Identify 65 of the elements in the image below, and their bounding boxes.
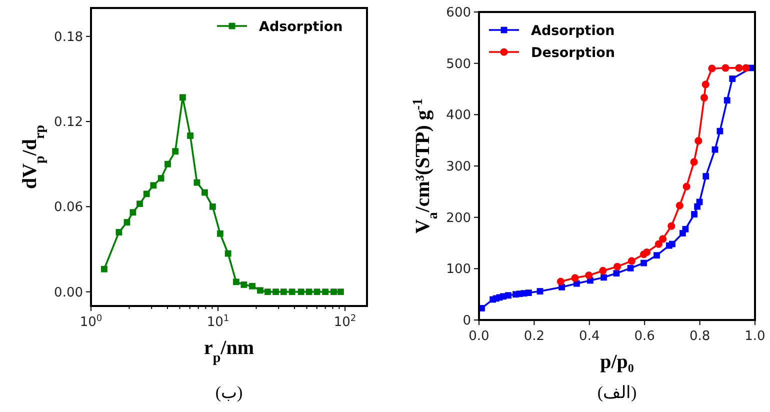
point [702, 173, 710, 180]
point [700, 94, 708, 102]
x-tick-label: 0.2 [524, 329, 545, 344]
text: (ب) [215, 383, 243, 402]
point [654, 240, 662, 248]
point [669, 240, 676, 248]
point [702, 80, 710, 88]
y-tick-label: 0.00 [54, 285, 83, 300]
legend-label: Desorption [531, 45, 615, 61]
x-tick-label: 0.4 [579, 329, 600, 344]
legend-label: Adsorption [531, 23, 615, 39]
point [722, 64, 730, 72]
point [716, 128, 724, 134]
point [742, 64, 750, 72]
point [640, 260, 647, 266]
point [574, 280, 580, 287]
x-tick-label: 0.8 [689, 329, 710, 344]
y-tick-label: 200 [446, 210, 471, 226]
point [505, 292, 512, 299]
point [613, 262, 622, 270]
point [676, 202, 684, 210]
y-tick-label: 100 [446, 262, 471, 278]
point [691, 211, 698, 218]
y-tick-label: 0.18 [54, 30, 83, 45]
y-tick-label: 0.06 [54, 200, 83, 216]
point [627, 264, 634, 272]
point [690, 158, 698, 166]
point [682, 226, 689, 232]
y-tick-label: 400 [446, 108, 471, 124]
point [668, 222, 676, 230]
point [600, 274, 607, 281]
legend-label: Adsorption [259, 19, 343, 35]
point [536, 288, 544, 294]
y-tick-label: 300 [446, 160, 471, 174]
point [643, 248, 651, 256]
x-tick-label: 0.6 [634, 329, 655, 344]
text: (الف) [597, 383, 637, 402]
y-tick-label: 0 [462, 314, 471, 328]
x-tick-label: 1.0 [744, 329, 766, 344]
point [599, 266, 607, 275]
x-tick-label: 0.0 [468, 329, 490, 344]
point [654, 252, 660, 259]
x-axis-title: r$_{p}$/nm [204, 337, 254, 366]
y-tick-label: 0.12 [54, 115, 83, 130]
x-tick-label: 10$^{2}$ [334, 314, 356, 330]
y-tick-label: 600 [446, 6, 471, 20]
point [694, 137, 702, 145]
point [628, 257, 636, 265]
y-tick-label: 500 [446, 56, 471, 72]
point [525, 290, 532, 296]
point [571, 274, 579, 282]
point [682, 182, 690, 190]
point [556, 278, 564, 286]
point [585, 272, 593, 280]
point [735, 64, 743, 72]
point [712, 146, 718, 153]
point [724, 97, 730, 104]
point [729, 76, 736, 82]
x-axis-title: p/p₀ [600, 351, 634, 373]
point [659, 235, 667, 243]
x-tick-label: 10$^{1}$ [206, 314, 230, 330]
point [708, 64, 716, 72]
x-tick-label: 10$^{0}$ [80, 314, 102, 330]
point [613, 270, 620, 276]
point [696, 198, 703, 206]
